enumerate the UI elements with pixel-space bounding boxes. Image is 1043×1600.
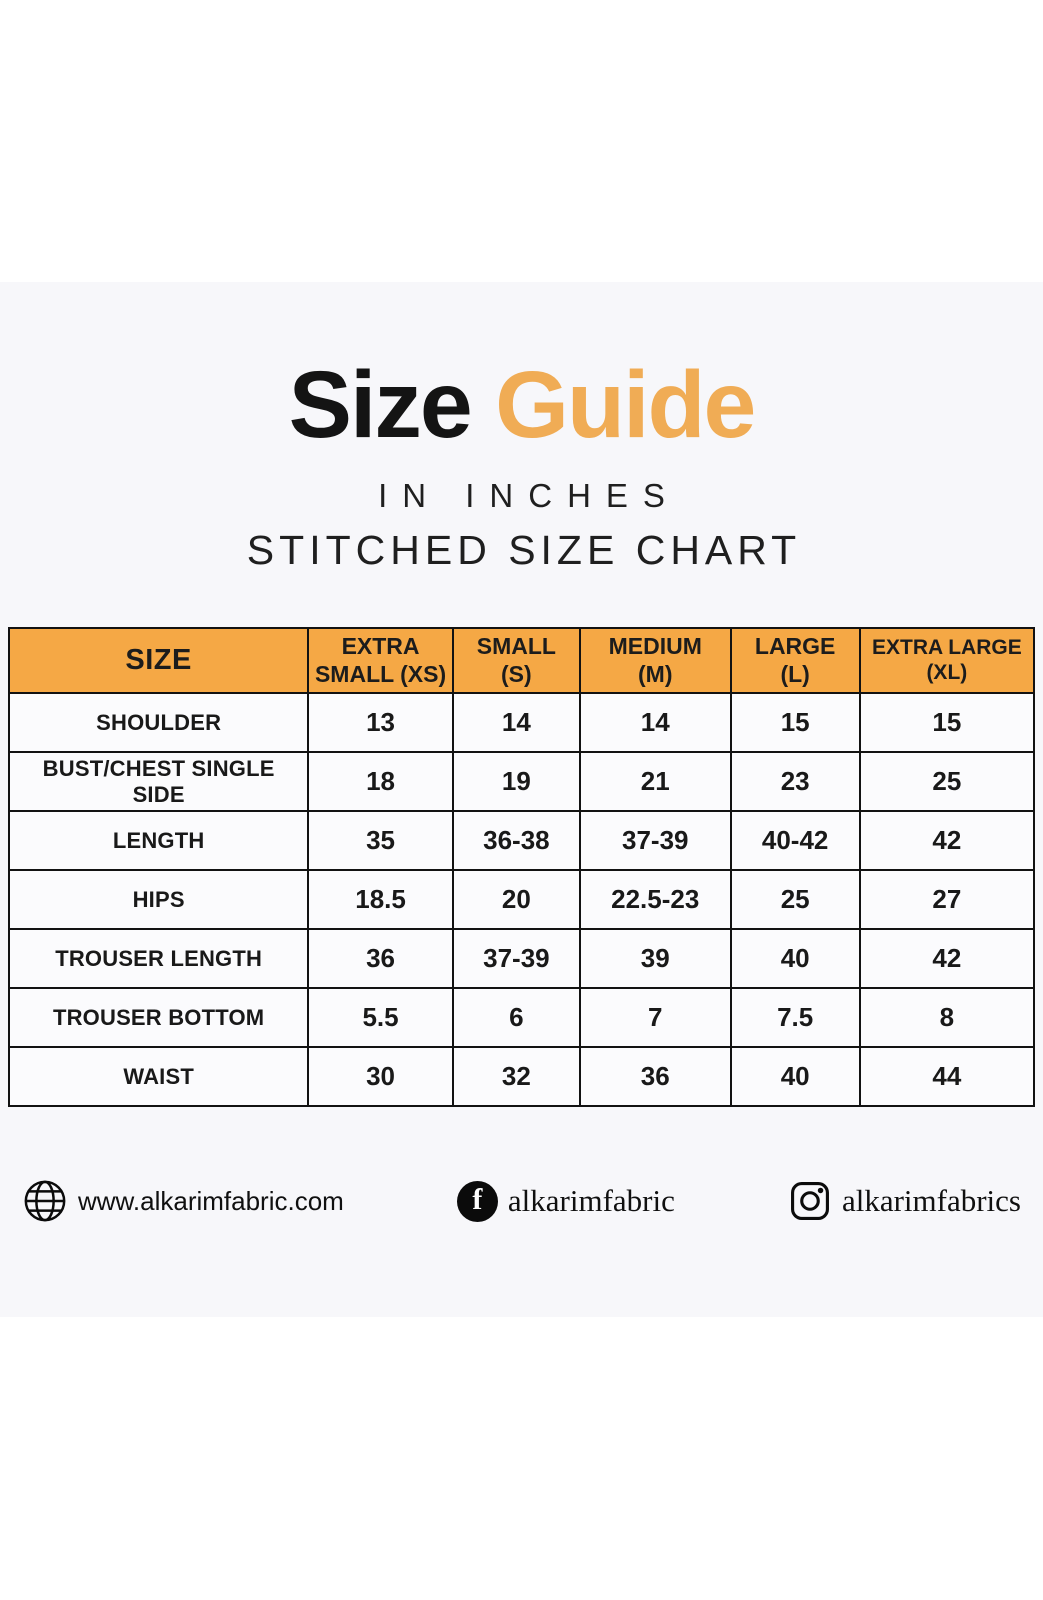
cell-value: 21 — [578, 751, 732, 812]
website-text: www.alkarimfabric.com — [78, 1185, 344, 1216]
header-cell-extra-large: EXTRA LARGE (XL) — [858, 627, 1036, 694]
cell-value: 14 — [451, 692, 581, 753]
facebook-icon: f — [456, 1180, 498, 1222]
cell-value: 42 — [858, 810, 1036, 871]
header-cell-small: SMALL (S) — [451, 627, 581, 694]
row-label: TROUSER LENGTH — [7, 928, 310, 989]
row-label: LENGTH — [7, 810, 310, 871]
page-title: Size Guide — [0, 358, 1043, 453]
cell-value: 36-38 — [451, 810, 581, 871]
cell-value: 35 — [307, 810, 454, 871]
cell-value: 25 — [729, 869, 861, 930]
header-cell-size: SIZE — [7, 627, 310, 694]
subtitle-stitched-size-chart: STITCHED SIZE CHART — [246, 527, 802, 573]
cell-value: 32 — [451, 1046, 581, 1107]
cell-value: 40-42 — [729, 810, 861, 871]
table-row-trouser-bottom: TROUSER BOTTOM 5.5 6 7 7.5 8 — [7, 987, 1036, 1048]
cell-value: 36 — [578, 1046, 732, 1107]
instagram-icon — [788, 1179, 832, 1223]
table-row-hips: HIPS 18.5 20 22.5-23 25 27 — [7, 869, 1036, 930]
cell-value: 30 — [307, 1046, 454, 1107]
table-row-bust-chest: BUST/CHEST SINGLE SIDE 18 19 21 23 25 — [7, 751, 1036, 812]
footer: www.alkarimfabric.com f alkarimfabric a — [0, 1178, 1043, 1224]
instagram-handle-text: alkarimfabrics — [841, 1183, 1021, 1218]
cell-value: 37-39 — [451, 928, 581, 989]
size-chart-table: SIZE EXTRA SMALL (XS) SMALL (S) MEDIUM (… — [7, 627, 1036, 1107]
cell-value: 15 — [858, 692, 1036, 753]
cell-value: 18.5 — [307, 869, 454, 930]
cell-value: 25 — [858, 751, 1036, 812]
cell-value: 36 — [307, 928, 454, 989]
cell-value: 44 — [858, 1046, 1036, 1107]
cell-value: 42 — [858, 928, 1036, 989]
footer-website: www.alkarimfabric.com — [22, 1178, 344, 1224]
cell-value: 13 — [307, 692, 454, 753]
footer-facebook: f alkarimfabric — [456, 1180, 675, 1222]
globe-icon — [22, 1178, 68, 1224]
cell-value: 8 — [858, 987, 1036, 1048]
row-label: TROUSER BOTTOM — [7, 987, 310, 1048]
cell-value: 40 — [729, 928, 861, 989]
header-cell-large: LARGE (L) — [729, 627, 861, 694]
row-label: WAIST — [7, 1046, 310, 1107]
cell-value: 14 — [578, 692, 732, 753]
header-cell-medium: MEDIUM (M) — [578, 627, 732, 694]
content-band: Size Guide IN INCHES STITCHED SIZE CHART… — [0, 282, 1043, 1317]
table-row-trouser-length: TROUSER LENGTH 36 37-39 39 40 42 — [7, 928, 1036, 989]
cell-value: 27 — [858, 869, 1036, 930]
cell-value: 6 — [451, 987, 581, 1048]
row-label: SHOULDER — [7, 692, 310, 753]
table-header-row: SIZE EXTRA SMALL (XS) SMALL (S) MEDIUM (… — [7, 627, 1036, 694]
cell-value: 15 — [729, 692, 861, 753]
facebook-handle-text: alkarimfabric — [507, 1183, 675, 1218]
cell-value: 7 — [578, 987, 732, 1048]
cell-value: 20 — [451, 869, 581, 930]
row-label: HIPS — [7, 869, 310, 930]
cell-value: 37-39 — [578, 810, 732, 871]
cell-value: 19 — [451, 751, 581, 812]
cell-value: 23 — [729, 751, 861, 812]
header-cell-extra-small: EXTRA SMALL (XS) — [307, 627, 454, 694]
cell-value: 40 — [729, 1046, 861, 1107]
subtitle-in-inches: IN INCHES — [378, 477, 680, 514]
title-block: Size Guide IN INCHES STITCHED SIZE CHART — [0, 358, 1043, 574]
table-row-waist: WAIST 30 32 36 40 44 — [7, 1046, 1036, 1107]
cell-value: 7.5 — [729, 987, 861, 1048]
title-word-guide: Guide — [495, 352, 756, 458]
footer-instagram: alkarimfabrics — [788, 1179, 1021, 1223]
cell-value: 5.5 — [307, 987, 454, 1048]
cell-value: 18 — [307, 751, 454, 812]
cell-value: 39 — [578, 928, 732, 989]
cell-value: 22.5-23 — [578, 869, 732, 930]
table-row-length: LENGTH 35 36-38 37-39 40-42 42 — [7, 810, 1036, 871]
row-label: BUST/CHEST SINGLE SIDE — [7, 751, 310, 812]
title-word-size: Size — [288, 352, 473, 458]
table-row-shoulder: SHOULDER 13 14 14 15 15 — [7, 692, 1036, 753]
